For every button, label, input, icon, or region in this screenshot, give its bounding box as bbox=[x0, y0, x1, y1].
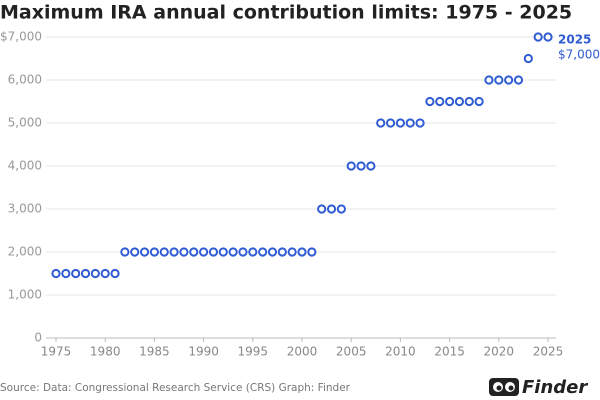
point bbox=[513, 75, 524, 85]
x-tick-label: 2020 bbox=[484, 345, 515, 359]
y-tick-label: 1,000 bbox=[8, 288, 42, 302]
point bbox=[415, 118, 425, 128]
point bbox=[287, 247, 297, 257]
point bbox=[228, 247, 238, 257]
point bbox=[267, 247, 278, 257]
point bbox=[248, 247, 258, 257]
point bbox=[130, 247, 140, 257]
y-tick-label: 0 bbox=[34, 331, 42, 345]
point bbox=[504, 75, 514, 85]
point bbox=[405, 118, 415, 128]
point bbox=[208, 247, 219, 257]
point bbox=[110, 268, 120, 279]
x-tick-label: 1975 bbox=[41, 345, 72, 359]
y-tick-label: 4,000 bbox=[8, 159, 42, 173]
y-tick-label: 3,000 bbox=[8, 202, 42, 216]
y-tick-label: 5,000 bbox=[8, 116, 42, 130]
chart-title: Maximum IRA annual contribution limits: … bbox=[0, 2, 572, 24]
point bbox=[385, 118, 396, 128]
point bbox=[238, 247, 248, 257]
x-tick-label: 2015 bbox=[434, 345, 465, 359]
point bbox=[149, 247, 159, 257]
point bbox=[395, 118, 405, 128]
point bbox=[218, 247, 228, 257]
y-tick-label: 2,000 bbox=[8, 245, 42, 259]
point bbox=[179, 247, 189, 257]
point bbox=[376, 118, 386, 128]
source: Source: Data: Congressional Research Ser… bbox=[0, 382, 351, 394]
y-tick-label: $7,000 bbox=[0, 30, 42, 44]
point bbox=[543, 32, 553, 42]
point bbox=[90, 268, 100, 279]
point bbox=[523, 53, 533, 64]
x-tick-label: 1980 bbox=[90, 345, 121, 359]
point bbox=[346, 161, 356, 171]
point bbox=[277, 247, 287, 257]
x-tick-label: 2005 bbox=[336, 345, 367, 359]
point bbox=[100, 268, 110, 279]
point bbox=[71, 268, 81, 279]
point bbox=[189, 247, 199, 257]
point bbox=[258, 247, 268, 257]
point bbox=[484, 75, 494, 85]
point bbox=[307, 247, 317, 257]
point bbox=[317, 204, 327, 214]
x-tick-label: 1995 bbox=[238, 345, 269, 359]
point bbox=[336, 204, 346, 214]
point bbox=[474, 96, 484, 107]
point bbox=[454, 96, 465, 107]
x-tick-label: 2000 bbox=[287, 345, 318, 359]
annotation-title: 2025 bbox=[558, 33, 591, 47]
point bbox=[159, 247, 169, 257]
x-tick-label: 1985 bbox=[139, 345, 170, 359]
logo-icon bbox=[489, 378, 519, 396]
point bbox=[120, 247, 130, 257]
annotation-label: $7,000 bbox=[558, 48, 600, 62]
point bbox=[425, 96, 435, 107]
point bbox=[199, 247, 209, 257]
point bbox=[494, 75, 504, 85]
x-tick-label: 2025 bbox=[533, 345, 564, 359]
point bbox=[464, 96, 474, 107]
y-tick-label: 6,000 bbox=[8, 73, 42, 87]
point bbox=[169, 247, 179, 257]
logo: Finder bbox=[522, 377, 588, 398]
point bbox=[297, 247, 307, 257]
point bbox=[80, 268, 91, 279]
point bbox=[445, 96, 455, 107]
point bbox=[139, 247, 150, 257]
x-tick-label: 1990 bbox=[188, 345, 219, 359]
point bbox=[326, 204, 337, 214]
point bbox=[435, 96, 445, 107]
point bbox=[366, 161, 376, 171]
point bbox=[356, 161, 366, 171]
point bbox=[533, 32, 543, 42]
x-tick-label: 2010 bbox=[385, 345, 416, 359]
point bbox=[61, 268, 71, 279]
point bbox=[51, 268, 61, 279]
